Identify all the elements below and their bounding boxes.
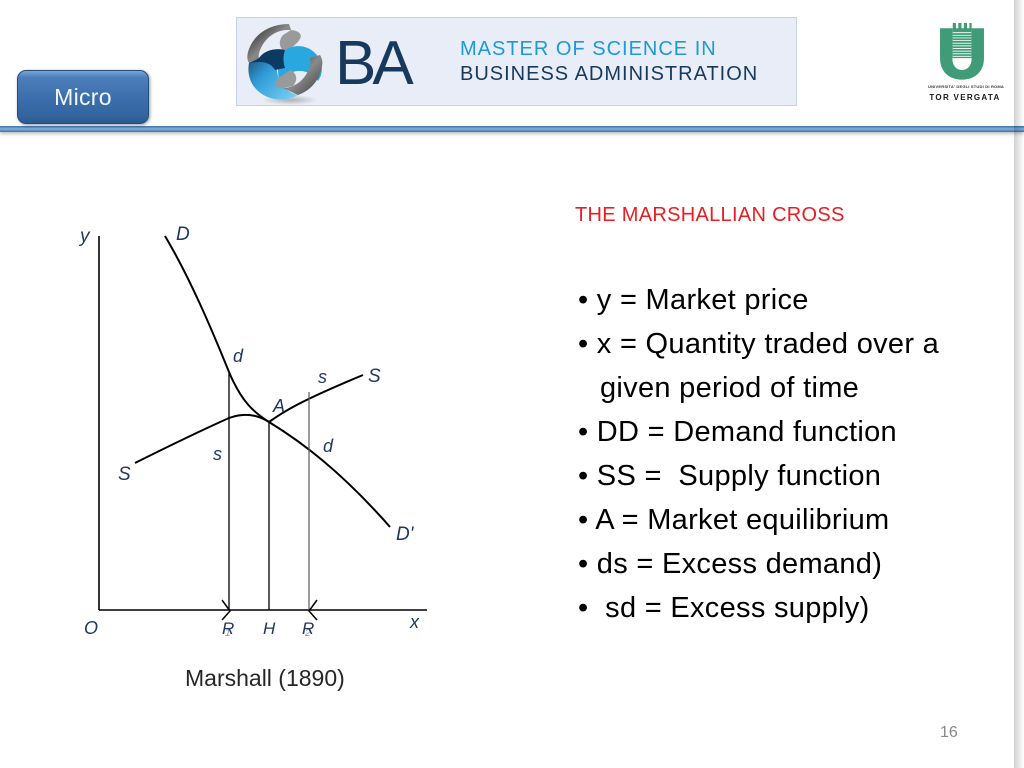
svg-text:s: s [318,367,327,387]
svg-text:d: d [323,436,334,456]
svg-text:x: x [409,612,420,632]
svg-text:O: O [84,618,98,638]
svg-text:y: y [78,226,91,247]
svg-text:S: S [118,464,131,485]
svg-text:1: 1 [225,628,231,639]
svg-text:S: S [368,366,381,387]
svg-text:D': D' [396,524,415,545]
svg-text:s: s [213,444,222,464]
svg-text:H: H [263,619,276,638]
svg-text:A: A [272,396,285,416]
svg-text:D: D [176,224,190,245]
svg-text:d: d [233,346,244,366]
svg-text:2: 2 [304,628,311,639]
